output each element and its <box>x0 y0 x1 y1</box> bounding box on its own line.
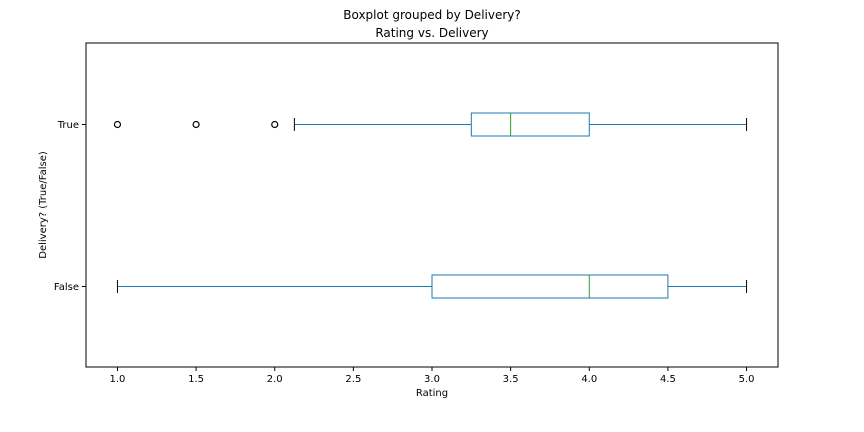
chart-suptitle: Boxplot grouped by Delivery? <box>343 8 521 22</box>
y-tick-label: False <box>54 282 79 293</box>
x-tick-label: 1.5 <box>188 374 204 385</box>
box <box>431 274 669 299</box>
y-axis-label: Delivery? (True/False) <box>38 151 49 259</box>
x-tick-label: 4.0 <box>581 374 597 385</box>
box <box>470 112 590 137</box>
x-axis-label: Rating <box>416 388 448 399</box>
x-tick-label: 4.5 <box>660 374 676 385</box>
x-tick-label: 1.0 <box>110 374 126 385</box>
y-tick-label: True <box>57 120 79 131</box>
flier-point <box>192 120 200 129</box>
x-tick-label: 2.5 <box>345 374 361 385</box>
x-tick-label: 2.0 <box>267 374 283 385</box>
flier-point <box>113 120 122 129</box>
x-tick-label: 5.0 <box>739 374 755 385</box>
x-tick-label: 3.0 <box>424 374 440 385</box>
x-tick-label: 3.5 <box>503 374 519 385</box>
chart-title: Rating vs. Delivery <box>375 26 488 40</box>
flier-point <box>271 120 279 129</box>
plot-area: 1.0 1.5 2.0 2.5 3.0 3.5 4.0 4.5 5.0 True False <box>54 112 755 385</box>
axes-frame <box>85 42 779 368</box>
